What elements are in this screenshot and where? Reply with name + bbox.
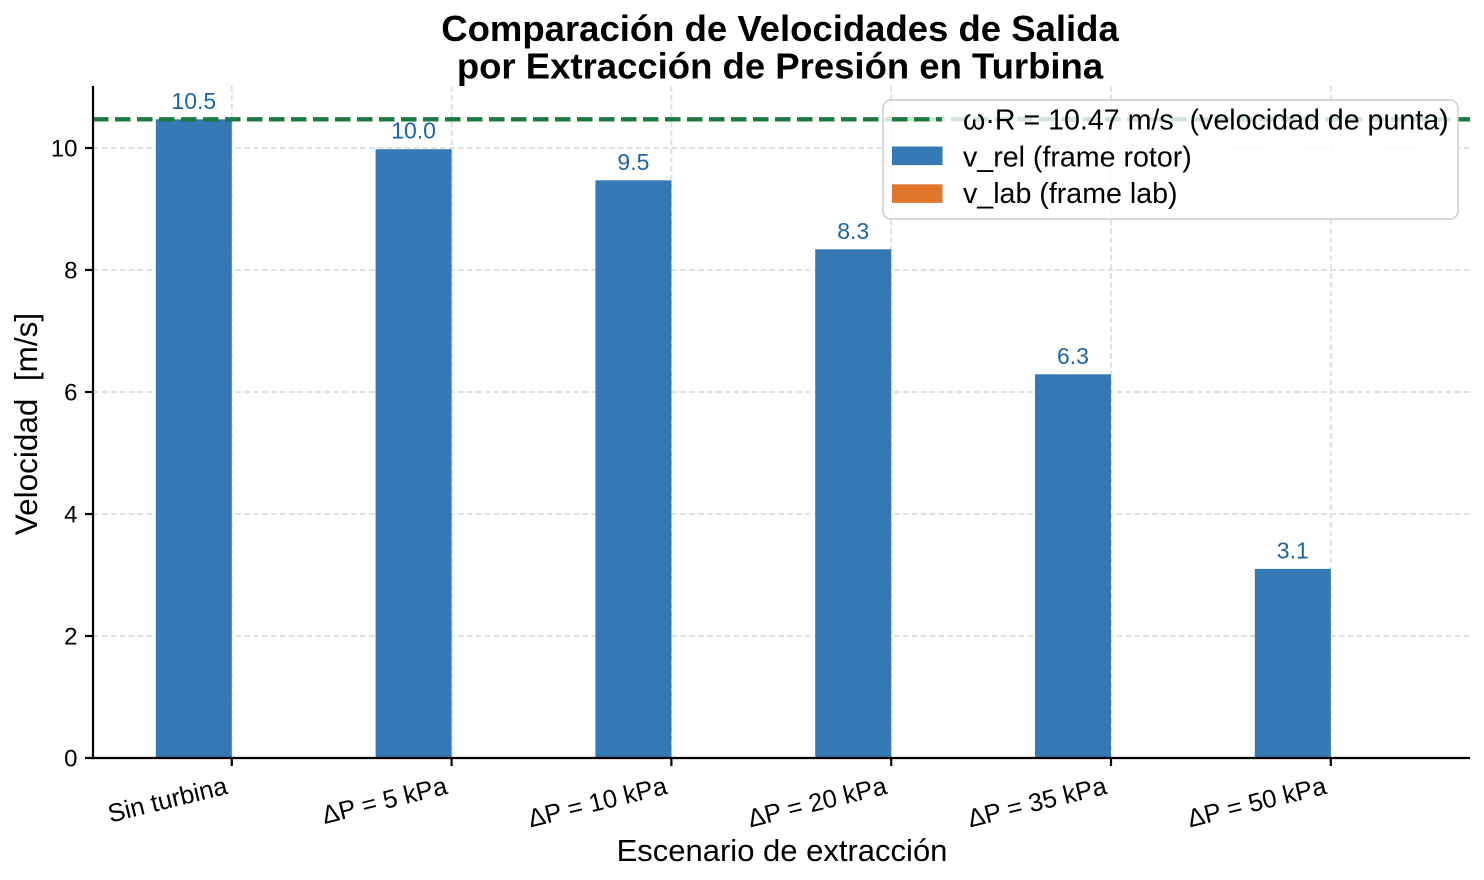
svg-text:8.3: 8.3 — [837, 218, 869, 244]
svg-text:10: 10 — [51, 136, 78, 163]
svg-text:8: 8 — [64, 258, 77, 285]
svg-text:v_lab (frame lab): v_lab (frame lab) — [963, 178, 1178, 210]
svg-text:3.1: 3.1 — [1277, 537, 1309, 563]
svg-text:Velocidad [m/s]: Velocidad [m/s] — [8, 313, 44, 535]
svg-text:10.5: 10.5 — [171, 88, 216, 114]
svg-text:0: 0 — [64, 746, 77, 773]
svg-text:Escenario de extracción: Escenario de extracción — [617, 833, 948, 868]
svg-text:6.3: 6.3 — [1057, 343, 1089, 369]
svg-text:2: 2 — [64, 624, 77, 651]
svg-text:4: 4 — [64, 502, 77, 529]
svg-text:10.0: 10.0 — [391, 118, 436, 144]
svg-text:9.5: 9.5 — [617, 149, 649, 175]
svg-text:6: 6 — [64, 380, 77, 407]
svg-text:ω·R = 10.47 m/s (velocidad de: ω·R = 10.47 m/s (velocidad de punta) — [963, 105, 1449, 137]
svg-text:por Extracción de Presión en T: por Extracción de Presión en Turbina — [457, 46, 1104, 87]
svg-text:Comparación de Velocidades de: Comparación de Velocidades de Salida — [441, 8, 1119, 49]
svg-text:v_rel (frame rotor): v_rel (frame rotor) — [963, 141, 1192, 173]
